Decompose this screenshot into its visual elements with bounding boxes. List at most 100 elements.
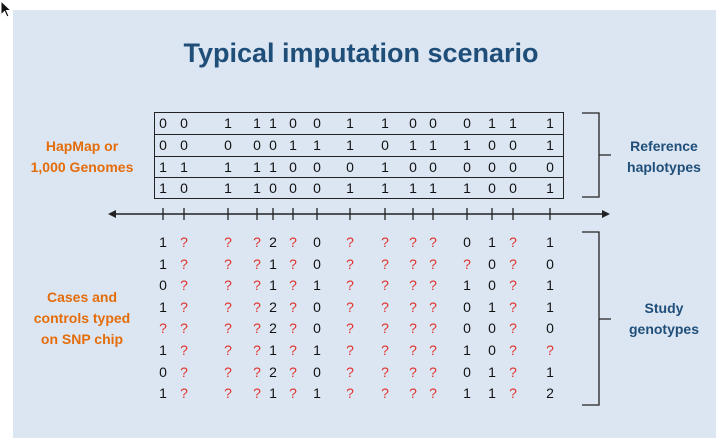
missing-genotype: ? [509, 277, 517, 294]
missing-genotype: ? [224, 234, 232, 250]
haplotype-allele: 1 [159, 180, 167, 197]
missing-genotype: ? [509, 234, 517, 250]
cases-controls-line-2: controls typed [33, 310, 131, 326]
missing-genotype: ? [381, 363, 389, 380]
haplotype-allele: 1 [463, 136, 471, 153]
missing-genotype: ? [180, 363, 188, 380]
missing-genotype: ? [253, 255, 261, 272]
study-genotypes-label: Study genotypes [616, 298, 712, 340]
missing-genotype: ? [289, 234, 297, 250]
genotype-value: 1 [546, 234, 554, 250]
missing-genotype: ? [289, 255, 297, 272]
genotype-value: 0 [159, 363, 167, 380]
missing-genotype: ? [289, 385, 297, 402]
genotype-value: 1 [159, 298, 167, 315]
missing-genotype: ? [180, 342, 188, 358]
genotype-value: 0 [488, 342, 496, 358]
cases-controls-line-1: Cases and [46, 289, 118, 305]
haplotype-allele: 1 [509, 115, 517, 131]
haplotype-allele: 0 [509, 158, 517, 175]
genotype-value: 0 [488, 277, 496, 294]
haplotype-allele: 1 [159, 158, 167, 175]
genotype-value: 1 [159, 385, 167, 402]
reference-haplotypes-line-2: haplotypes [627, 159, 701, 175]
missing-genotype: ? [253, 298, 261, 315]
slide-title: Typical imputation scenario [183, 38, 539, 68]
genotype-value: 0 [313, 320, 321, 337]
missing-genotype: ? [253, 320, 261, 337]
haplotype-allele: 1 [313, 136, 321, 153]
haplotype-allele: 0 [381, 136, 389, 153]
genotype-value: 0 [463, 234, 471, 250]
haplotype-allele: 0 [313, 115, 321, 131]
haplotype-allele: 0 [269, 136, 277, 153]
genotype-value: 1 [488, 298, 496, 315]
cases-controls-line-3: on SNP chip [40, 331, 124, 347]
haplotype-allele: 1 [269, 158, 277, 175]
genotype-value: 1 [313, 277, 321, 294]
genotype-value: 1 [269, 385, 277, 402]
missing-genotype: ? [180, 385, 188, 402]
haplotype-allele: 1 [253, 180, 261, 197]
genotype-value: 1 [463, 342, 471, 358]
genotype-value: 1 [546, 277, 554, 294]
missing-genotype: ? [346, 385, 354, 402]
missing-genotype: ? [429, 255, 437, 272]
genotype-value: 0 [313, 298, 321, 315]
missing-genotype: ? [381, 255, 389, 272]
missing-genotype: ? [381, 385, 389, 402]
haplotype-allele: 0 [409, 115, 417, 131]
genotype-value: 1 [546, 363, 554, 380]
genotype-value: 1 [159, 234, 167, 250]
haplotype-allele: 1 [429, 136, 437, 153]
haplotype-allele: 1 [546, 115, 554, 131]
haplotype-allele: 1 [409, 180, 417, 197]
haplotype-allele: 1 [346, 115, 354, 131]
axis-right-arrow [602, 210, 610, 218]
genotype-value: 1 [269, 255, 277, 272]
haplotype-row-divider [155, 177, 563, 179]
missing-genotype: ? [289, 277, 297, 294]
haplotype-allele: 0 [409, 158, 417, 175]
study-genotypes-line-2: genotypes [628, 321, 699, 337]
haplotype-allele: 0 [346, 158, 354, 175]
missing-genotype: ? [346, 320, 354, 337]
missing-genotype: ? [546, 342, 554, 358]
missing-genotype: ? [180, 277, 188, 294]
reference-haplotypes-line-1: Reference [630, 138, 698, 154]
haplotype-allele: 0 [509, 136, 517, 153]
missing-genotype: ? [180, 234, 188, 250]
haplotype-allele: 1 [381, 158, 389, 175]
genotype-value: 0 [313, 363, 321, 380]
haplotype-allele: 0 [429, 115, 437, 131]
genotype-value: 1 [488, 385, 496, 402]
haplotype-allele: 1 [224, 180, 232, 197]
haplotype-allele: 0 [180, 180, 188, 197]
missing-genotype: ? [253, 234, 261, 250]
genotype-value: 0 [546, 320, 554, 337]
haplotype-allele: 0 [159, 136, 167, 153]
missing-genotype: ? [409, 320, 417, 337]
haplotype-allele: 0 [546, 158, 554, 175]
missing-genotype: ? [429, 320, 437, 337]
missing-genotype: ? [289, 363, 297, 380]
haplotype-allele: 1 [224, 115, 232, 131]
missing-genotype: ? [346, 342, 354, 358]
reference-source-label: HapMap or 1,000 Genomes [18, 136, 146, 178]
genotype-value: 1 [159, 255, 167, 272]
haplotype-allele: 0 [429, 158, 437, 175]
missing-genotype: ? [509, 298, 517, 315]
missing-genotype: ? [409, 298, 417, 315]
missing-genotype: ? [409, 342, 417, 358]
haplotype-allele: 1 [253, 158, 261, 175]
haplotype-allele: 0 [488, 136, 496, 153]
missing-genotype: ? [429, 342, 437, 358]
genotype-value: 0 [463, 298, 471, 315]
missing-genotype: ? [409, 385, 417, 402]
missing-genotype: ? [409, 234, 417, 250]
haplotype-allele: 0 [224, 136, 232, 153]
missing-genotype: ? [253, 277, 261, 294]
study-bracket [582, 231, 611, 406]
haplotype-allele: 1 [488, 115, 496, 131]
